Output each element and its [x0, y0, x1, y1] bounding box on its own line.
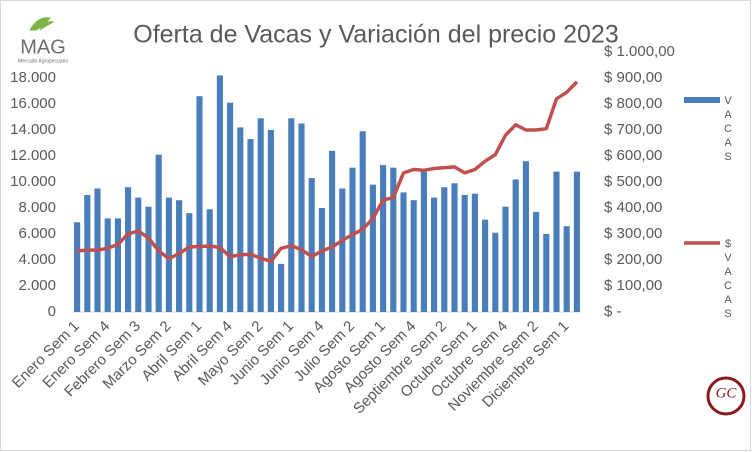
bar — [482, 219, 489, 312]
gc-logo-ring — [706, 376, 746, 416]
bar — [410, 200, 417, 312]
bar — [359, 131, 366, 312]
y-tick-label: 0 — [48, 303, 56, 320]
legend-key — [684, 97, 720, 103]
bar — [339, 188, 346, 312]
bar — [502, 206, 509, 312]
bar — [84, 195, 91, 312]
bar — [114, 218, 121, 312]
y-tick-label: 2.000 — [18, 277, 56, 294]
y-tick-label: 16.000 — [10, 95, 56, 112]
chart-title: Oferta de Vacas y Variación del precio 2… — [133, 21, 618, 49]
bar — [257, 118, 264, 312]
bar — [125, 187, 132, 312]
mag-logo: MAG — [20, 36, 66, 58]
bar — [400, 192, 407, 312]
y2-tick-label: $ 700,00 — [604, 121, 662, 138]
legend-label: $VACAS — [722, 238, 734, 322]
y2-tick-label: $ 500,00 — [604, 173, 662, 190]
bar — [573, 171, 580, 312]
bar — [165, 197, 172, 312]
y2-tick-label: $ 300,00 — [604, 225, 662, 242]
bar — [145, 206, 152, 312]
y2-tick-label: $ 900,00 — [604, 69, 662, 86]
y2-tick-label: $ 100,00 — [604, 277, 662, 294]
bar — [278, 263, 285, 312]
line — [76, 80, 579, 264]
bar — [196, 96, 203, 312]
mag-subtitle: Mercado Agropecuario — [18, 58, 69, 64]
bar — [553, 171, 560, 312]
bar — [267, 130, 274, 312]
bar — [216, 75, 223, 313]
bar — [308, 178, 315, 312]
y2-tick-label: $ 200,00 — [604, 251, 662, 268]
bar — [543, 234, 550, 312]
bar — [288, 118, 295, 312]
y-tick-label: 14.000 — [10, 121, 56, 138]
bar — [329, 150, 336, 312]
bar — [186, 213, 193, 312]
bar — [563, 226, 570, 312]
bar — [492, 232, 499, 312]
bar — [461, 195, 468, 312]
y-tick-label: 10.000 — [10, 173, 56, 190]
y-tick-label: 18.000 — [10, 69, 56, 86]
y2-tick-label: $ 1.000,00 — [604, 43, 675, 60]
bar — [206, 209, 213, 312]
bar — [135, 197, 142, 312]
bar — [390, 167, 397, 312]
bar — [380, 165, 387, 312]
y-tick-label: 12.000 — [10, 147, 56, 164]
bar — [74, 222, 81, 312]
mag-leaf — [29, 17, 55, 31]
y2-tick-label: $ 600,00 — [604, 147, 662, 164]
y-tick-label: 6.000 — [18, 225, 56, 242]
bar — [451, 183, 458, 312]
bar — [369, 184, 376, 312]
bar — [512, 179, 519, 312]
bar — [471, 193, 478, 312]
bar — [441, 187, 448, 312]
bar — [104, 218, 111, 312]
y2-tick-label: $ 800,00 — [604, 95, 662, 112]
bar — [176, 200, 183, 312]
y2-tick-label: $ - — [604, 303, 622, 320]
bar — [522, 161, 529, 312]
bar — [298, 123, 305, 312]
bar — [431, 197, 438, 312]
bar — [318, 208, 325, 312]
gc-logo: GC — [716, 385, 738, 401]
bar — [349, 167, 356, 312]
bar — [227, 102, 234, 312]
legend-label: VACAS — [722, 95, 734, 165]
bar — [533, 211, 540, 312]
y-tick-label: 8.000 — [18, 199, 56, 216]
y-tick-label: 4.000 — [18, 251, 56, 268]
bar — [247, 139, 254, 312]
bar — [420, 171, 427, 312]
bar — [237, 127, 244, 313]
bar — [155, 154, 162, 312]
y2-tick-label: $ 400,00 — [604, 199, 662, 216]
